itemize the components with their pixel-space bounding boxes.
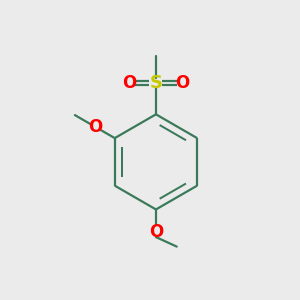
Text: O: O: [176, 74, 190, 92]
Text: O: O: [88, 118, 103, 136]
Text: S: S: [149, 74, 162, 92]
Text: O: O: [149, 223, 163, 241]
Text: O: O: [122, 74, 136, 92]
